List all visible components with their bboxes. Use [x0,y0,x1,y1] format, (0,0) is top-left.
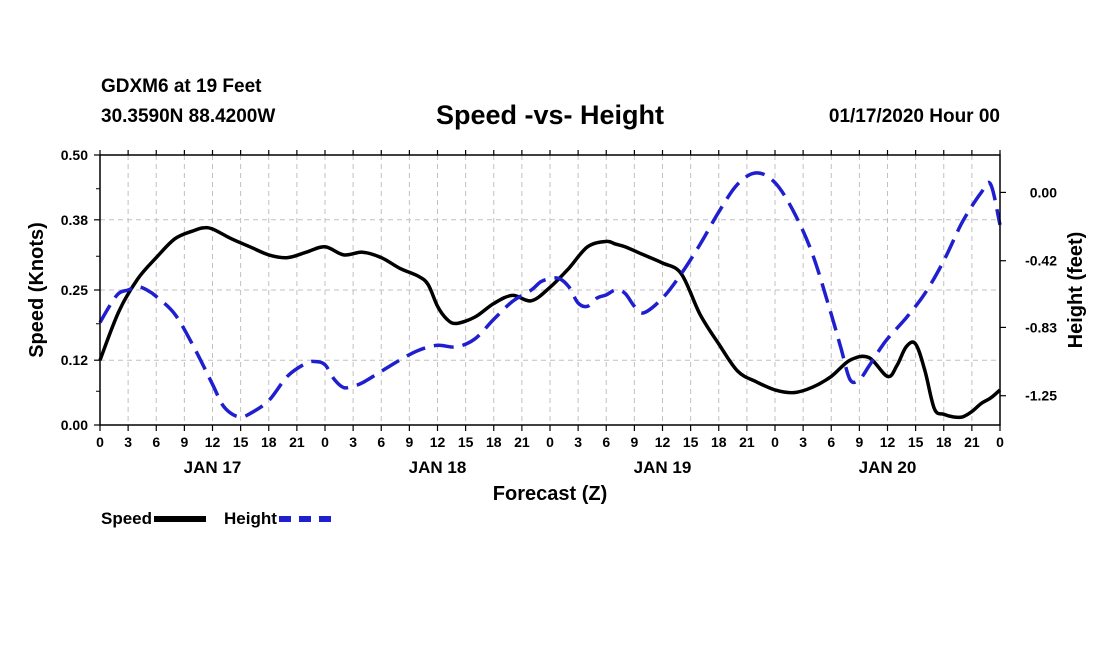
x-tick-label: 3 [124,434,132,450]
x-tick-label: 9 [630,434,638,450]
station-coordinates: 30.3590N 88.4200W [101,106,276,127]
x-tick-label: 12 [655,434,671,450]
y-axis-right-title: Height (feet) [1065,232,1087,349]
axes: 0 3 6 9 12 15 18 21 0 3 6 9 12 15 18 21 0 3 6 9 12 15 18 21 0 3 6 9… [61,147,1057,477]
x-tick-label: 21 [514,434,530,450]
x-tick-label: 9 [180,434,188,450]
x-tick-label: 0 [321,434,329,450]
x-tick-label: 18 [936,434,952,450]
x-axis-title: Forecast (Z) [493,483,607,505]
x-tick-label: 0 [96,434,104,450]
legend-item-height: Height [224,509,331,529]
y-left-tick-label: 0.00 [61,417,88,433]
day-label: JAN 20 [859,458,917,477]
station-title: GDXM6 at 19 Feet [101,76,262,97]
x-tick-label: 6 [827,434,835,450]
x-tick-label: 3 [574,434,582,450]
legend-speed-label: Speed [101,509,153,528]
x-tick-label: 21 [964,434,980,450]
y-left-tick-label: 0.25 [61,282,88,298]
day-label: JAN 19 [634,458,692,477]
series-line-speed [98,225,1002,420]
day-label: JAN 18 [409,458,467,477]
day-label: JAN 17 [184,458,242,477]
y-left-tick-label: 0.12 [61,352,88,368]
legend: Speed Height [101,509,349,529]
x-tick-label: 0 [546,434,554,450]
x-tick-label: 0 [771,434,779,450]
x-tick-label: 0 [996,434,1004,450]
x-tick-label: 18 [711,434,727,450]
gridlines [100,155,1000,425]
chart-title: Speed -vs- Height [435,100,665,130]
x-tick-label: 18 [486,434,502,450]
x-tick-label: 15 [683,434,699,450]
x-tick-label: 9 [855,434,863,450]
x-tick-label: 3 [349,434,357,450]
y-left-tick-label: 0.50 [61,147,88,163]
x-tick-label: 3 [799,434,807,450]
legend-height-swatch [278,516,331,522]
series-layer [98,171,1002,420]
x-tick-label: 21 [289,434,305,450]
x-tick-label: 15 [458,434,474,450]
y-axis-left-title: Speed (Knots) [26,222,48,358]
series-line-height [98,171,1002,419]
legend-item-speed: Speed [101,509,207,529]
x-tick-label: 6 [152,434,160,450]
x-tick-label: 6 [602,434,610,450]
y-right-tick-label: -0.83 [1025,319,1057,335]
y-right-tick-label: 0.00 [1030,184,1057,200]
x-tick-label: 15 [908,434,924,450]
x-tick-label: 6 [377,434,385,450]
forecast-datetime: 01/17/2020 Hour 00 [828,106,1000,127]
x-tick-label: 18 [261,434,277,450]
x-tick-label: 12 [430,434,446,450]
x-tick-label: 9 [405,434,413,450]
y-left-tick-label: 0.38 [61,212,88,228]
x-tick-label: 12 [205,434,221,450]
x-tick-label: 21 [739,434,755,450]
y-right-tick-label: -1.25 [1025,388,1057,404]
legend-height-label: Height [224,509,277,528]
x-tick-label: 15 [233,434,249,450]
legend-speed-swatch [154,516,207,522]
y-right-tick-label: -0.42 [1025,253,1057,269]
x-tick-label: 12 [880,434,896,450]
